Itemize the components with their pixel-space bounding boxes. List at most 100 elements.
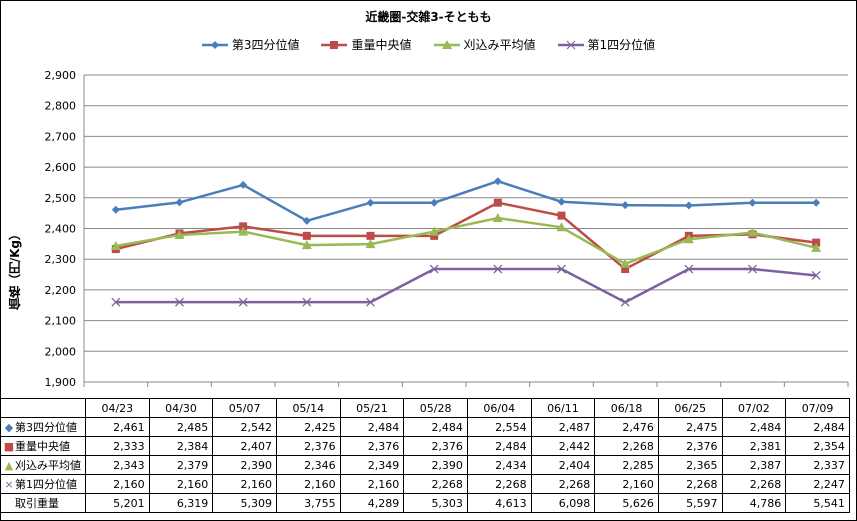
legend-label: 第3四分位値: [231, 38, 300, 52]
table-cell: 2,337: [785, 455, 850, 475]
data-point: [430, 198, 439, 207]
table-cell: 2,476: [594, 417, 659, 437]
table-cell: 4,613: [466, 493, 532, 513]
legend: 第3四分位値 重量中央値 刈込み平均値 第1四分位値: [0, 36, 857, 53]
data-point: [239, 180, 248, 189]
table-cell: 6,319: [148, 493, 214, 513]
data-point: [175, 297, 184, 307]
table-row-label-text: 刈込み平均値: [15, 459, 81, 472]
y-tick-label: 2,600: [45, 161, 77, 174]
data-point: [621, 265, 630, 274]
x-tick-label: 05/28: [403, 398, 468, 418]
y-tick-label: 2,200: [45, 284, 77, 297]
table-row: ◆ 第3四分位値 2,461 2,485 2,542 2,425 2,484 2,484 2,5…: [0, 417, 850, 437]
data-point: [430, 231, 439, 240]
table-cell: 5,309: [212, 493, 277, 513]
y-tick-label: 2,800: [45, 100, 77, 113]
x-tick-label: 06/04: [466, 398, 532, 418]
data-point: [238, 297, 248, 307]
table-cell: 2,387: [721, 455, 787, 475]
table-cell: 2,475: [657, 417, 723, 437]
x-tick-label: 05/14: [275, 398, 341, 418]
data-point: [492, 213, 503, 223]
table-row-label-text: 第1四分位値: [15, 478, 77, 491]
table-cell: 6,098: [530, 493, 596, 513]
table-row-label-text: 重量中央値: [15, 440, 70, 453]
legend-item: 重量中央値: [321, 36, 412, 53]
table-row-label: ■重量中央値: [0, 436, 86, 456]
table-cell: 2,349: [339, 455, 405, 475]
y-tick-label: 1,900: [45, 376, 77, 389]
data-table: 04/23 04/30 05/07 05/14 05/21 05/28 06/04 06/11…: [0, 398, 850, 513]
data-point: [557, 211, 566, 220]
series-line-2: [115, 201, 817, 271]
x-tick-label: 05/07: [212, 398, 277, 418]
table-cell: 2,376: [657, 436, 723, 456]
y-tick-label: 2,100: [45, 315, 77, 328]
table-cell: 5,201: [85, 493, 150, 513]
table-row: ▲ 刈込み平均値 2,343 2,379 2,390 2,346 2,349 2,390 2,4…: [0, 455, 850, 475]
table-row: ■重量中央値 2,333 2,384 2,407 2,376 2,376 2,376 2,48…: [0, 436, 850, 456]
table-row-label: ◆ 第3四分位値: [0, 417, 86, 437]
table-row-label: ▲ 刈込み平均値: [0, 455, 86, 475]
data-point: [621, 201, 630, 210]
table-cell: 2,484: [785, 417, 850, 437]
y-tick-label: 2,700: [45, 130, 77, 143]
table-cell: 2,354: [785, 436, 850, 456]
table-cell: 2,381: [721, 436, 787, 456]
table-cell: 2,404: [530, 455, 596, 475]
legend-swatch: [557, 40, 584, 49]
legend-label: 第1四分位値: [587, 38, 656, 52]
data-point: [557, 197, 566, 206]
data-point: [684, 201, 693, 210]
table-header-row: 04/23 04/30 05/07 05/14 05/21 05/28 06/04 06/11…: [0, 398, 850, 418]
data-point: [239, 222, 248, 231]
data-point: [812, 198, 821, 207]
data-point: [493, 177, 502, 186]
table-row-label: 取引重量: [0, 493, 86, 513]
data-point: [748, 198, 757, 207]
data-point: [302, 297, 312, 307]
table-cell: 2,160: [148, 474, 214, 494]
table-cell: 2,390: [212, 455, 277, 475]
table-cell: 5,626: [594, 493, 659, 513]
data-point: [493, 198, 502, 207]
plot-area: 1,900 2,000 2,100 2,200 2,300 2,400 2,500 2,600…: [45, 69, 849, 389]
table-cell: 2,365: [657, 455, 723, 475]
data-point: [811, 271, 821, 280]
x-tick-label: 07/09: [785, 398, 850, 418]
data-point: [238, 226, 249, 236]
y-tick-label: 2,500: [45, 192, 77, 205]
x-tick-label: 07/02: [721, 398, 787, 418]
x-tick-label: 04/30: [148, 398, 214, 418]
table-cell: 2,376: [403, 436, 468, 456]
table-row-label: ×第1四分位値: [0, 474, 86, 494]
table-cell: 2,376: [339, 436, 405, 456]
data-point: [683, 234, 694, 244]
data-point: [110, 240, 121, 250]
y-tick-label: 2,300: [45, 253, 77, 266]
table-cell: 2,160: [275, 474, 341, 494]
y-tick-label: 2,000: [45, 345, 77, 358]
table-cell: 2,390: [403, 455, 468, 475]
data-point: [620, 297, 630, 307]
table-cell: 2,268: [466, 474, 532, 494]
data-point: [556, 222, 567, 232]
table-cell: 3,755: [275, 493, 341, 513]
legend-swatch: [321, 40, 348, 49]
table-cell: 2,461: [85, 417, 150, 437]
series-line-1: [115, 179, 817, 223]
table-cell: 2,268: [403, 474, 468, 494]
table-cell: 5,597: [657, 493, 723, 513]
data-point: [429, 264, 439, 274]
table-cell: 2,484: [721, 417, 787, 437]
data-point: [302, 216, 311, 225]
table-cell: 2,247: [785, 474, 850, 494]
triangle-marker-icon: ▲: [4, 459, 14, 472]
data-point: [366, 297, 375, 307]
table-cell: 2,376: [275, 436, 341, 456]
table-cell: 4,289: [339, 493, 405, 513]
x-tick-label: 06/25: [657, 398, 723, 418]
table-cell: 2,379: [148, 455, 214, 475]
x-tick-label: 04/23: [85, 398, 150, 418]
